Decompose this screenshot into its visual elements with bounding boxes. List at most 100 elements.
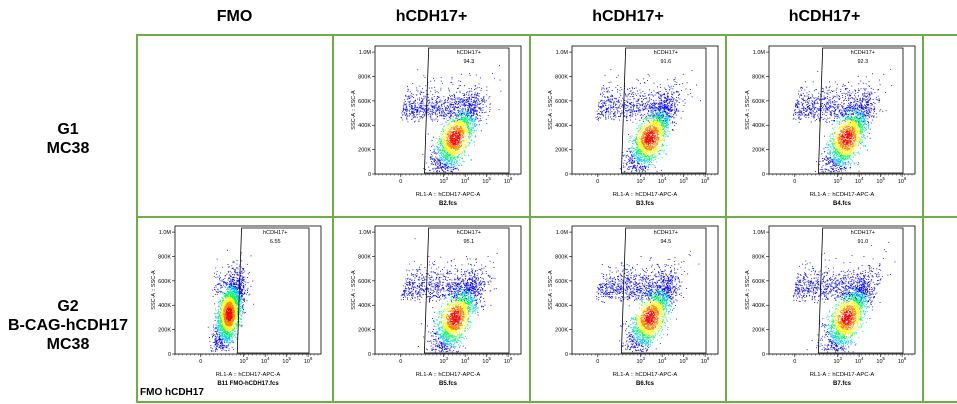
event-point: [476, 94, 478, 96]
event-point: [450, 138, 452, 139]
event-point: [459, 144, 460, 146]
event-point: [461, 110, 463, 111]
event-point: [632, 163, 634, 164]
event-point: [654, 149, 656, 151]
event-point: [454, 95, 456, 97]
event-point: [459, 159, 461, 161]
event-point: [471, 96, 473, 98]
event-point: [421, 116, 422, 118]
event-point: [455, 147, 457, 149]
event-point: [649, 132, 651, 134]
event-point: [454, 109, 456, 111]
event-point: [642, 134, 644, 136]
event-point: [654, 106, 656, 108]
event-point: [455, 127, 457, 129]
event-point: [646, 133, 647, 135]
event-point: [649, 102, 651, 104]
event-point: [403, 104, 405, 106]
event-point: [470, 111, 471, 113]
event-point: [457, 129, 458, 131]
event-point: [470, 135, 472, 137]
event-point: [648, 110, 649, 112]
event-point: [442, 138, 444, 140]
event-point: [642, 165, 643, 167]
event-point: [631, 145, 633, 147]
event-point: [613, 116, 615, 118]
event-point: [611, 96, 613, 97]
event-point: [678, 93, 680, 95]
event-point: [437, 148, 439, 150]
event-point: [450, 137, 452, 139]
event-point: [405, 104, 407, 106]
event-point: [656, 133, 658, 135]
event-point: [470, 112, 472, 114]
event-point: [412, 107, 414, 109]
event-point: [412, 112, 413, 114]
event-point: [683, 105, 685, 106]
event-point: [412, 94, 414, 96]
event-point: [650, 108, 652, 110]
event-point: [466, 97, 468, 98]
event-point: [437, 166, 439, 167]
event-point: [633, 162, 634, 164]
event-point: [423, 168, 425, 169]
event-point: [476, 113, 478, 115]
event-point: [655, 139, 657, 141]
event-point: [634, 164, 635, 166]
event-point: [662, 125, 664, 127]
event-point: [474, 94, 475, 95]
event-point: [672, 109, 673, 111]
event-point: [637, 142, 639, 144]
event-point: [663, 101, 665, 103]
event-point: [659, 110, 661, 112]
event-point: [456, 135, 458, 137]
event-point: [639, 128, 641, 130]
event-point: [446, 162, 448, 163]
event-point: [434, 111, 436, 113]
event-point: [458, 128, 459, 130]
event-point: [456, 116, 458, 118]
event-point: [447, 154, 449, 156]
event-point: [656, 117, 658, 119]
event-point: [457, 133, 459, 135]
event-point: [651, 129, 653, 131]
event-point: [649, 104, 651, 106]
event-point: [649, 126, 651, 128]
event-point: [644, 140, 646, 142]
event-point: [459, 124, 461, 126]
event-point: [634, 93, 636, 95]
event-point: [443, 146, 445, 147]
event-point: [439, 138, 440, 139]
event-point: [450, 135, 452, 137]
event-point: [627, 88, 628, 90]
event-point: [456, 156, 458, 158]
event-point: [443, 155, 445, 157]
event-point: [616, 108, 618, 110]
event-point: [641, 146, 643, 148]
event-point: [454, 128, 456, 129]
event-point: [636, 105, 638, 107]
event-point: [461, 157, 463, 159]
event-point: [654, 125, 656, 127]
event-point: [643, 153, 645, 155]
event-point: [624, 170, 626, 172]
event-point: [600, 108, 602, 110]
event-point: [436, 103, 438, 105]
event-point: [652, 160, 654, 161]
event-point: [610, 69, 612, 71]
event-point: [448, 122, 450, 124]
event-point: [647, 143, 649, 145]
event-point: [453, 161, 455, 163]
event-point: [466, 92, 468, 93]
x-tick-label: 105: [482, 176, 491, 185]
event-point: [608, 106, 609, 108]
event-point: [442, 138, 444, 139]
event-point: [457, 122, 459, 124]
event-point: [450, 128, 452, 130]
event-point: [448, 130, 450, 132]
event-point: [461, 128, 463, 130]
event-point: [670, 99, 672, 101]
event-point: [631, 160, 633, 162]
event-point: [465, 121, 467, 123]
event-point: [458, 131, 460, 133]
